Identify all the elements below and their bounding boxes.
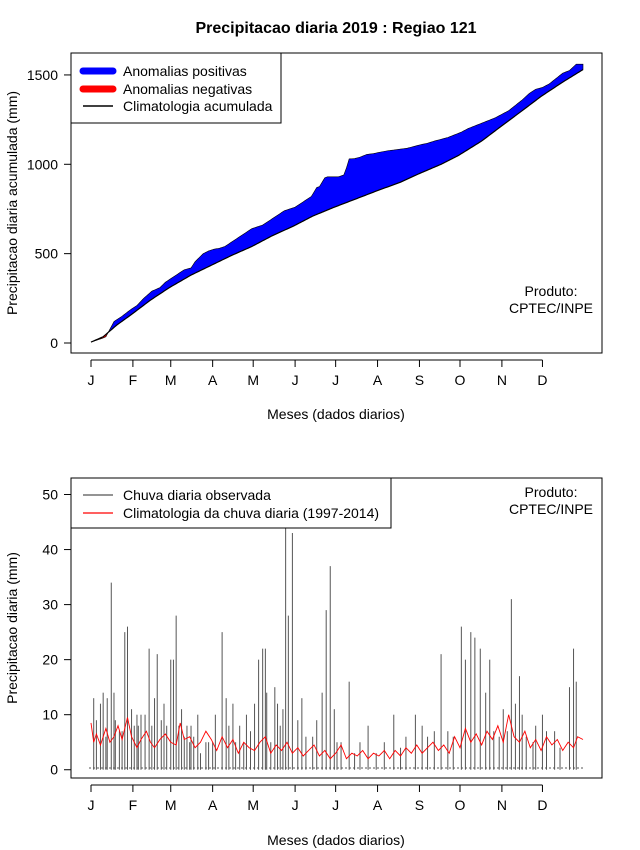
product-label: Produto: (525, 283, 578, 299)
x-tick-label: F (129, 372, 138, 388)
x-tick-label: S (415, 372, 424, 388)
x-tick-label: J (88, 797, 95, 813)
product-label: Produto: (525, 484, 578, 500)
x-tick-label: O (455, 372, 466, 388)
legend-box (70, 477, 392, 529)
y-tick-label: 50 (42, 487, 58, 503)
y-tick-label: 40 (42, 542, 58, 558)
y-tick-label: 20 (42, 652, 58, 668)
legend-label-negative: Anomalias negativas (123, 81, 252, 97)
y-tick-label: 1500 (27, 67, 58, 83)
climatology-line (90, 714, 584, 760)
x-tick-label: D (537, 372, 547, 388)
x-tick-label: O (455, 797, 466, 813)
legend-label-climatology: Climatologia acumulada (123, 98, 273, 114)
legend-label-observed: Chuva diaria observada (123, 487, 271, 503)
x-tick-label: D (537, 797, 547, 813)
x-axis-label: Meses (dados diarios) (267, 832, 405, 848)
x-tick-label: N (497, 372, 507, 388)
y-tick-label: 500 (35, 246, 59, 262)
x-tick-label: J (88, 372, 95, 388)
x-tick-label: A (373, 372, 383, 388)
x-tick-label: M (165, 797, 177, 813)
y-tick-label: 10 (42, 707, 58, 723)
climatology-line (90, 69, 584, 343)
x-axis-label: Meses (dados diarios) (267, 406, 405, 422)
x-tick-label: M (247, 372, 259, 388)
x-tick-label: J (332, 372, 339, 388)
daily-precipitation-chart: 0 10 20 30 40 50 J F M A M J J A S O N D Meses (dados di… (4, 477, 603, 848)
chart-title: Precipitacao diaria 2019 : Regiao 121 (195, 20, 476, 37)
legend-label-positive: Anomalias positivas (123, 63, 247, 79)
x-tick-label: A (373, 797, 383, 813)
y-tick-label: 0 (50, 762, 58, 778)
plot-frame (70, 52, 603, 354)
x-tick-label: F (129, 797, 138, 813)
x-tick-label: A (208, 797, 218, 813)
x-tick-label: M (165, 372, 177, 388)
y-axis-label: Precipitacao diaria acumulada (mm) (4, 91, 20, 315)
y-tick-label: 30 (42, 597, 58, 613)
product-source: CPTEC/INPE (509, 501, 593, 517)
x-tick-label: M (247, 797, 259, 813)
legend: Anomalias positivas Anomalias negativas … (70, 52, 282, 124)
y-tick-label: 1000 (27, 156, 58, 172)
x-tick-label: J (292, 372, 299, 388)
product-source: CPTEC/INPE (509, 300, 593, 316)
legend: Chuva diaria observada Climatologia da c… (70, 477, 392, 529)
y-axis-label: Precipitacao diaria (mm) (4, 552, 20, 704)
y-axis: 0 500 1000 1500 (27, 67, 71, 351)
y-tick-label: 0 (50, 335, 58, 351)
observed-bars (93, 511, 577, 770)
legend-label-climatology: Climatologia da chuva diaria (1997-2014) (123, 505, 379, 521)
x-tick-label: J (332, 797, 339, 813)
x-tick-label: S (415, 797, 424, 813)
y-axis: 0 10 20 30 40 50 (42, 487, 71, 778)
x-tick-label: J (292, 797, 299, 813)
x-tick-label: N (497, 797, 507, 813)
cumulative-precipitation-chart: 0 500 1000 1500 J F M A M J J A S O N D Meses (dados d… (4, 52, 603, 422)
x-tick-label: A (208, 372, 218, 388)
